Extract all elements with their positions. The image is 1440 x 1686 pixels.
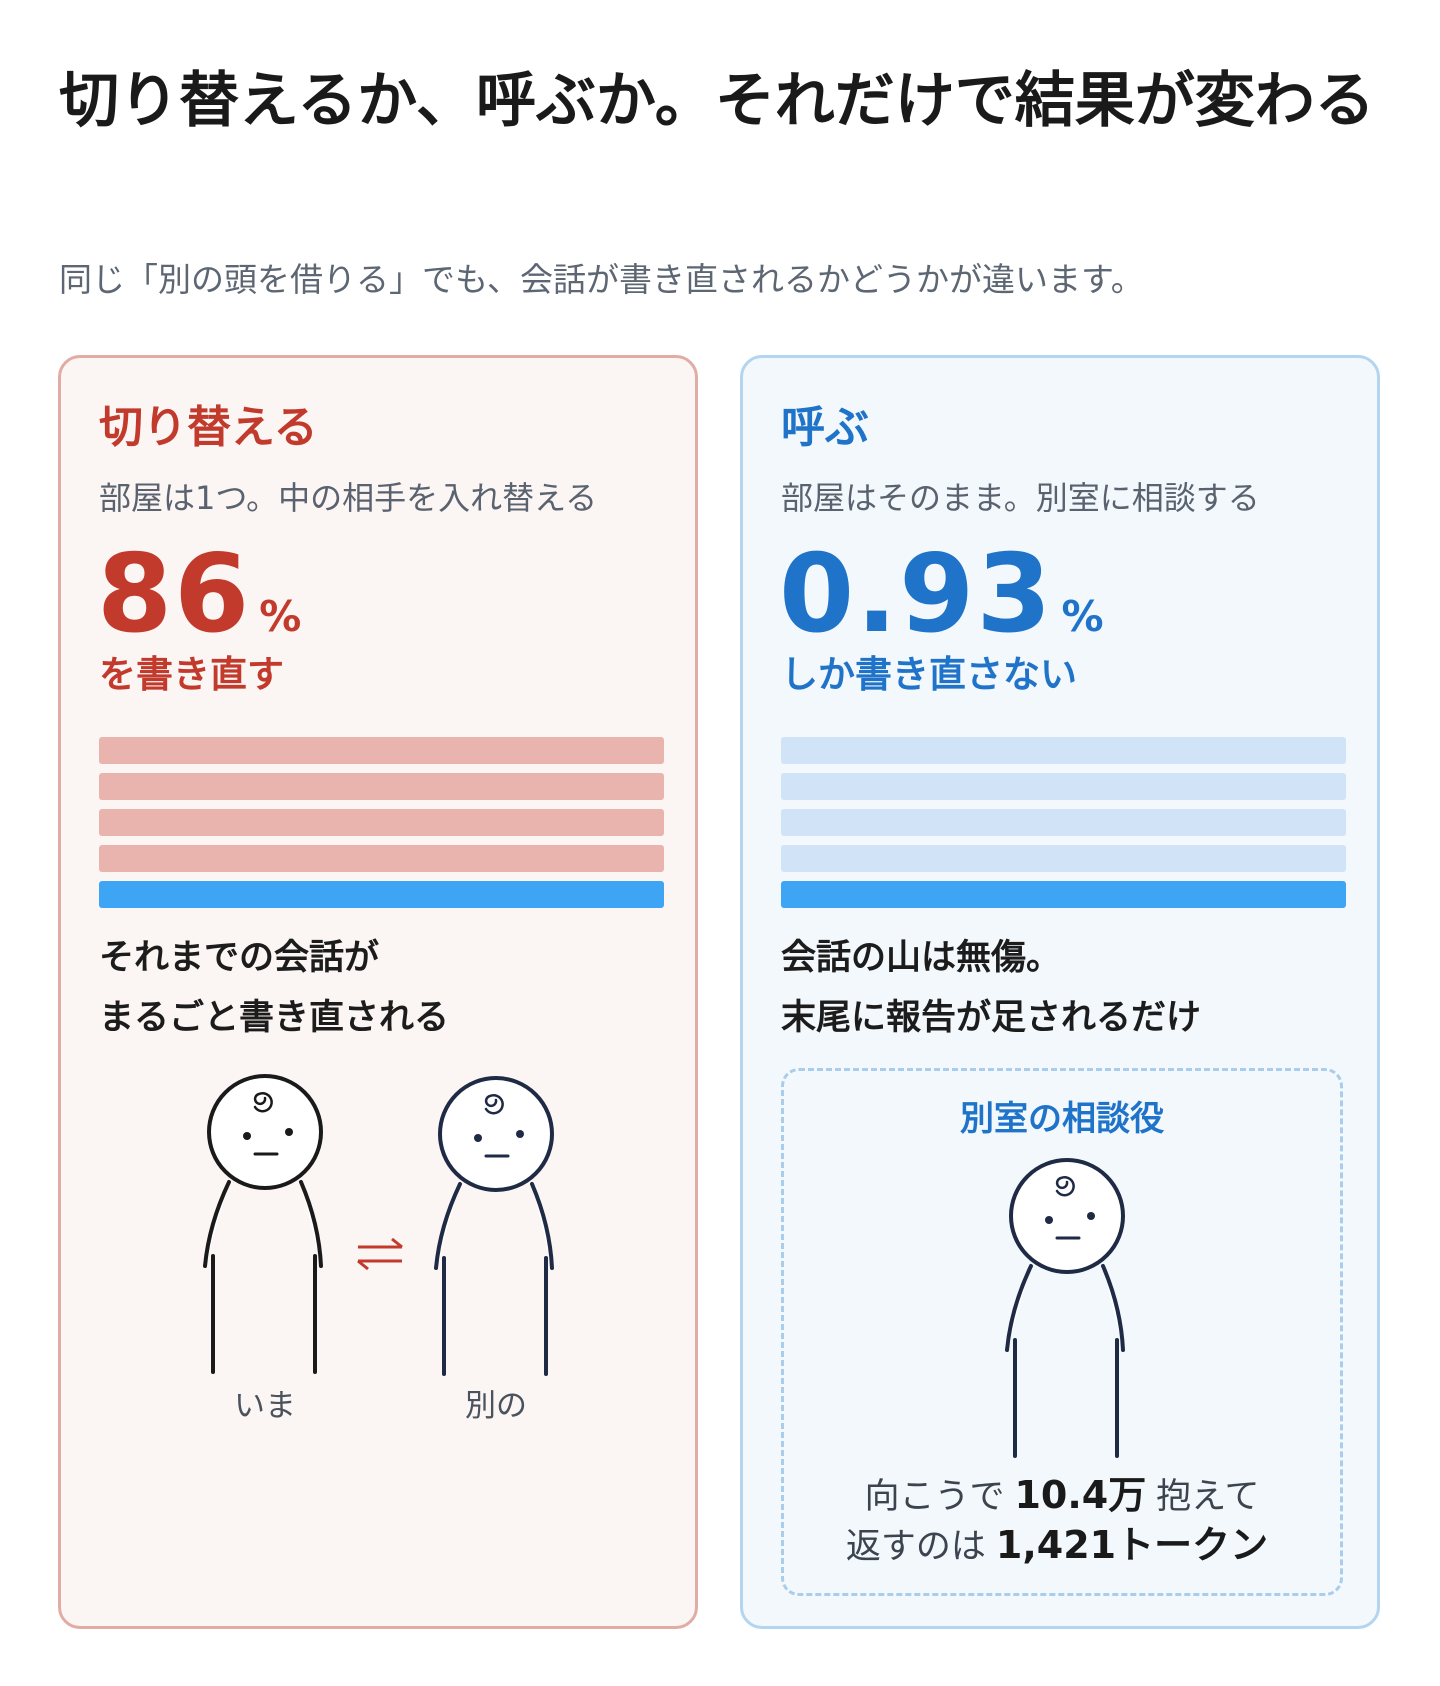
box-text: 抱えて [1156, 1477, 1260, 1517]
card-switch: 切り替える 部屋は1つ。中の相手を入れ替える 86% を書き直す それまでの会話… [58, 355, 698, 1629]
box-title: 別室の相談役 [960, 1099, 1164, 1139]
stat-caption: しか書き直さない [781, 653, 1077, 696]
card-description: 部屋は1つ。中の相手を入れ替える [99, 479, 598, 517]
box-line: 返すのは 1,421トークン [784, 1521, 1340, 1571]
stat-value: 86 [97, 532, 252, 657]
stat: 0.93% [779, 530, 1104, 691]
summary: それまでの会話が まるごと書き直される [99, 928, 449, 1048]
summary: 会話の山は無傷。 末尾に報告が足されるだけ [781, 928, 1201, 1048]
figures: いま 別の [203, 1074, 554, 1424]
stat-unit: % [1061, 592, 1104, 641]
message-stack [781, 737, 1346, 917]
card-title: 呼ぶ [781, 402, 869, 453]
box-value: 10.4万 [1014, 1473, 1147, 1517]
stat-value: 0.93 [779, 532, 1054, 657]
message-bar [99, 737, 664, 764]
figure-label: いま [234, 1388, 296, 1424]
message-bar [99, 809, 664, 836]
box-text: 向こうで [864, 1477, 1005, 1517]
card-call: 呼ぶ 部屋はそのまま。別室に相談する 0.93% しか書き直さない 会話の山は無… [740, 355, 1380, 1629]
summary-line: まるごと書き直される [99, 998, 450, 1038]
message-bar [99, 773, 664, 800]
card-description: 部屋はそのまま。別室に相談する [781, 479, 1260, 517]
message-bar [781, 881, 1346, 908]
stick-figure [1005, 1158, 1125, 1458]
box-line: 向こうで 10.4万 抱えて [784, 1471, 1340, 1521]
message-bar [781, 773, 1346, 800]
summary-line: 会話の山は無傷。 [781, 938, 1062, 978]
card-title: 切り替える [99, 402, 318, 453]
consultant-box: 別室の相談役 向こうで 10.4万 抱えて 返すのは 1,421トークン [781, 1068, 1343, 1596]
box-value: 1,421トークン [995, 1523, 1269, 1567]
swap-arrows [357, 1237, 403, 1271]
figures [1005, 1158, 1125, 1458]
subtitle: 同じ「別の頭を借りる」でも、会話が書き直されるかどうかが違います。 [59, 260, 1144, 299]
figure-label: 別の [465, 1388, 527, 1424]
message-stack [99, 737, 664, 917]
summary-line: 末尾に報告が足されるだけ [781, 998, 1202, 1038]
stick-figure [203, 1074, 323, 1374]
stat: 86% [97, 530, 301, 691]
message-bar [781, 845, 1346, 872]
stick-figure [434, 1076, 554, 1376]
message-bar [781, 809, 1346, 836]
box-text: 返すのは [845, 1527, 986, 1567]
summary-line: それまでの会話が [99, 938, 380, 978]
page-title: 切り替えるか、呼ぶか。それだけで結果が変わる [59, 66, 1375, 136]
message-bar [99, 845, 664, 872]
stat-unit: % [259, 592, 302, 641]
stat-caption: を書き直す [99, 653, 284, 696]
message-bar [781, 737, 1346, 764]
message-bar [99, 881, 664, 908]
